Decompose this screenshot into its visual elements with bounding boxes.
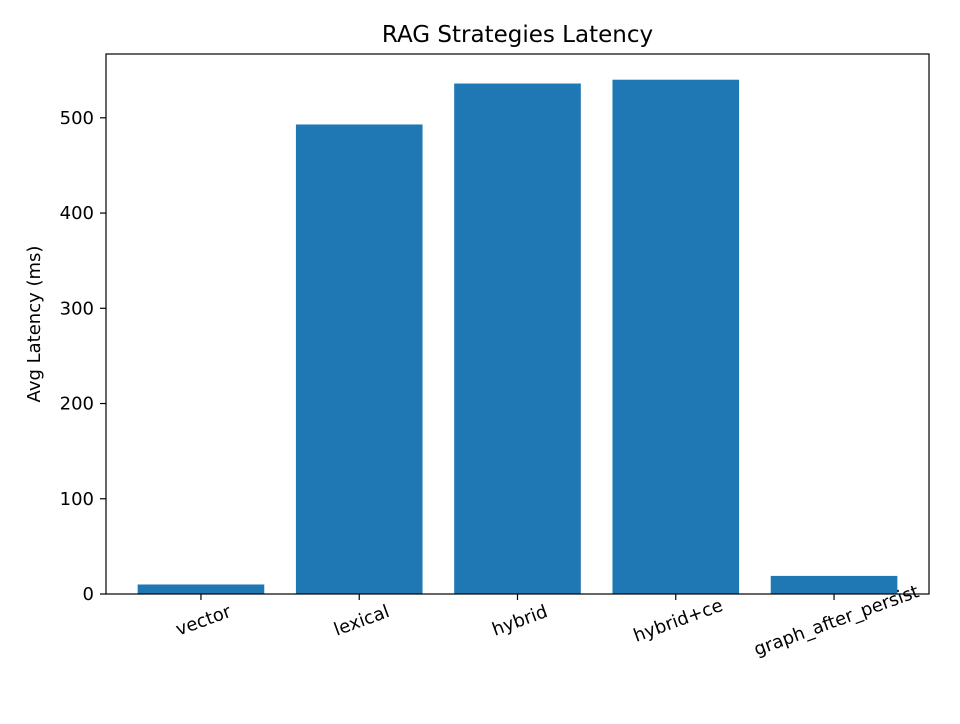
- y-axis-label: Avg Latency (ms): [24, 246, 45, 403]
- bar-hybrid: [454, 83, 581, 595]
- y-tick-label: 100: [60, 489, 94, 510]
- bars-layer: [137, 79, 898, 595]
- y-tick-label: 500: [60, 108, 94, 129]
- y-tick-label: 200: [60, 394, 94, 415]
- bar-vector: [137, 584, 265, 594]
- y-tick-label: 300: [60, 298, 94, 319]
- bar-hybrid+ce: [612, 79, 740, 594]
- chart-title: RAG Strategies Latency: [382, 22, 653, 48]
- bar-lexical: [295, 124, 423, 594]
- y-axis: 0 100 200 300 400 500: [60, 108, 106, 605]
- y-tick-label: 400: [60, 203, 94, 224]
- y-tick-label: 0: [83, 584, 94, 605]
- bar-graph_after_persist: [770, 575, 898, 594]
